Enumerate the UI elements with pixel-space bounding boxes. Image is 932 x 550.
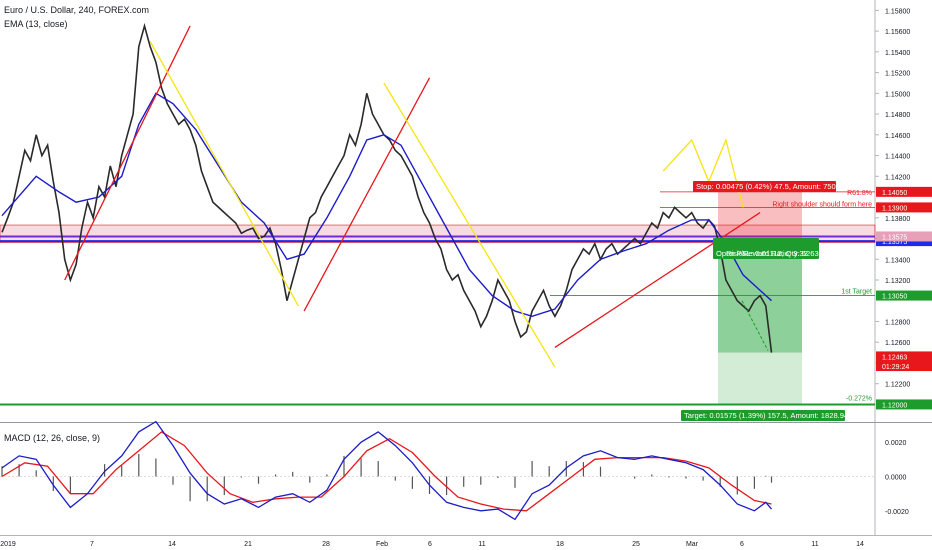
open-pl-annotation: Open P&L: 0.01112, Qty: 52631 [716, 249, 823, 258]
price-tick-label: 1.13200 [885, 278, 910, 285]
price-tick-label: 1.14600 [885, 133, 910, 140]
time-tick-label: 14 [856, 541, 864, 548]
stop-annotation: Stop: 0.00475 (0.42%) 47.5, Amount: 750 [696, 182, 836, 191]
level-badge-label: 1.13050 [882, 294, 907, 301]
time-tick-label: 6 [740, 541, 744, 548]
r618-label: R61.8% [847, 190, 872, 197]
level-badge-bg [876, 399, 932, 410]
risk-reward-annotation: Risk/Reward Ratio: 3.32 [726, 249, 808, 258]
stop-zone [718, 191, 802, 242]
stop-annotation-bg [693, 181, 836, 192]
time-tick-label: 11 [811, 541, 818, 548]
price-tick-label: 1.12200 [885, 382, 910, 389]
trend-line-red [303, 77, 431, 312]
price-tick-label: 1.14200 [885, 174, 910, 181]
level-badge-bg [876, 290, 932, 301]
level-badge-label: 1.13900 [882, 205, 907, 212]
price-badge-label: 1.13575 [882, 234, 907, 241]
level-badge-label: 1.14050 [882, 190, 907, 197]
target-annotation: Target: 0.01575 (1.39%) 157.5, Amount: 1… [684, 411, 848, 420]
time-tick-label: 7 [90, 541, 94, 548]
pattern-line-yellow [383, 82, 556, 368]
right-shoulder-label: Right shoulder should form here [772, 201, 872, 208]
target-zone-remaining [718, 352, 802, 405]
trend-line-red [64, 25, 191, 281]
price-tick-label: 1.12600 [885, 340, 910, 347]
time-tick-label: Mar [686, 541, 699, 548]
projection-line [741, 300, 769, 351]
macd-legend: MACD (12, 26, close, 9) [4, 433, 101, 443]
macd-tick-label: 0.0000 [885, 475, 907, 482]
time-tick-label: 28 [322, 541, 330, 548]
macd-line [1, 420, 772, 521]
macd-signal-line [1, 431, 772, 512]
macd-tick-label: -0.0020 [885, 509, 909, 516]
price-tick-label: 1.14800 [885, 112, 910, 119]
price-badge-label: 1.12463 [882, 354, 907, 361]
price-tick-label: 1.13800 [885, 216, 910, 223]
target-annotation-bg [681, 410, 845, 421]
price-series-line [1, 22, 773, 353]
time-tick-label: Feb [376, 541, 388, 548]
time-tick-label: 18 [556, 541, 564, 548]
price-badge-bg [876, 361, 932, 372]
price-tick-label: 1.13400 [885, 257, 910, 264]
price-badge-bg [876, 351, 932, 362]
time-tick-label: 6 [428, 541, 432, 548]
macd-tick-label: 0.0020 [885, 440, 907, 447]
price-tick-label: 1.14400 [885, 154, 910, 161]
ema-line [1, 92, 772, 318]
first-target-label: 1st Target [841, 289, 872, 296]
price-tick-label: 1.15800 [885, 8, 910, 15]
time-tick-label: 11 [478, 541, 485, 548]
price-tick-label: 1.15000 [885, 91, 910, 98]
price-tick-label: 1.15400 [885, 50, 910, 57]
price-badge-label: 01:29:24 [882, 364, 909, 371]
price-badge-bg [876, 231, 932, 242]
ema-legend: EMA (13, close) [4, 19, 68, 29]
price-tick-label: 1.15200 [885, 71, 910, 78]
price-tick-label: 1.12800 [885, 319, 910, 326]
pattern-line-yellow [149, 41, 299, 307]
open-pl-annotation-bg [713, 238, 819, 259]
level-badge-label: 1.12000 [882, 402, 907, 409]
level-badge-label: 1.13575 [882, 239, 907, 246]
price-tick-label: 1.15600 [885, 29, 910, 36]
time-tick-label: 21 [244, 541, 252, 548]
neg272-label: -0.272% [846, 395, 872, 402]
time-tick-label: 2019 [0, 541, 16, 548]
symbol-legend: Euro / U.S. Dollar, 240, FOREX.com [4, 5, 150, 15]
trend-line-red [554, 212, 761, 348]
level-badge-bg [876, 186, 932, 197]
time-tick-label: 14 [168, 541, 176, 548]
level-badge-bg [876, 202, 932, 213]
time-tick-label: 25 [632, 541, 640, 548]
